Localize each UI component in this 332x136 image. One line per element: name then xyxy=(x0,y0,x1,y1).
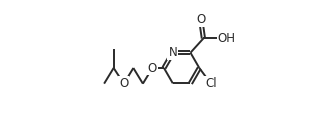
Text: Cl: Cl xyxy=(205,77,217,90)
Text: O: O xyxy=(148,61,157,75)
Text: O: O xyxy=(119,77,128,90)
Text: O: O xyxy=(196,13,205,26)
Text: OH: OH xyxy=(218,32,236,45)
Text: N: N xyxy=(168,46,177,59)
